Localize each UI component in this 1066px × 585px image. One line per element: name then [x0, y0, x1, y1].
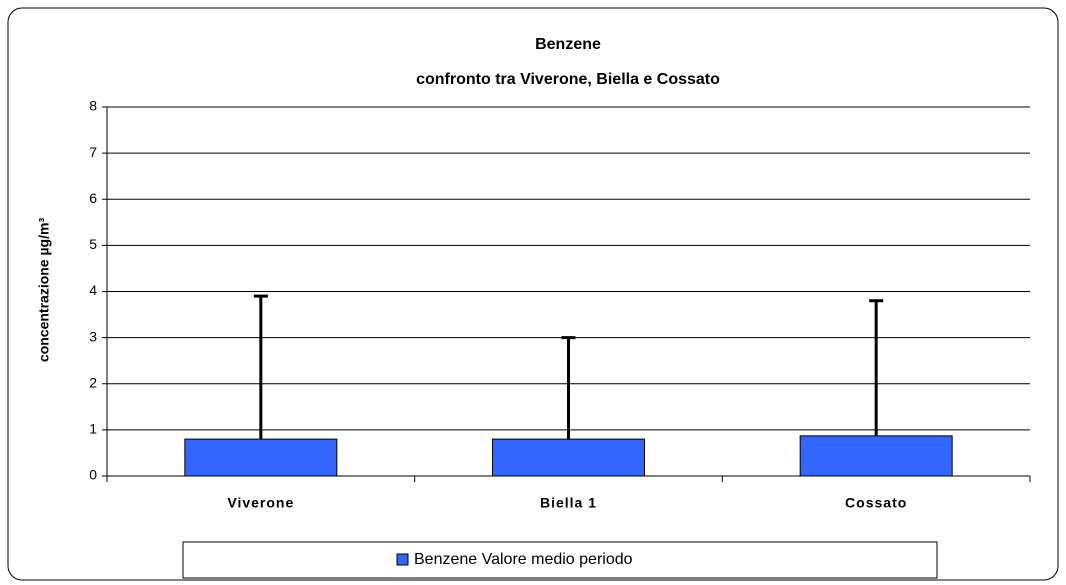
x-tick-label: Cossato — [845, 495, 907, 511]
bar — [799, 435, 953, 477]
legend-box — [182, 541, 938, 579]
bar — [184, 438, 338, 477]
y-axis-label: concentrazione µg/m³ — [36, 218, 52, 363]
y-tick-label: 1 — [89, 421, 97, 437]
chart-frame — [7, 7, 1059, 581]
y-tick-label: 8 — [89, 98, 97, 114]
x-tick-label: Biella 1 — [540, 495, 597, 511]
x-tick-label: Viverone — [227, 495, 294, 511]
y-tick-label: 7 — [89, 144, 97, 160]
bar — [492, 438, 645, 477]
y-tick-label: 3 — [89, 328, 97, 344]
legend-swatch — [396, 553, 409, 566]
y-tick-label: 2 — [89, 374, 97, 390]
chart-subtitle: confronto tra Viverone, Biella e Cossato — [416, 71, 720, 88]
legend-label: Benzene Valore medio periodo — [414, 551, 633, 568]
chart-title: Benzene — [535, 36, 601, 53]
y-tick-label: 6 — [89, 190, 97, 206]
y-tick-label: 0 — [89, 467, 97, 483]
y-tick-label: 4 — [89, 282, 97, 298]
y-tick-label: 5 — [89, 236, 97, 252]
